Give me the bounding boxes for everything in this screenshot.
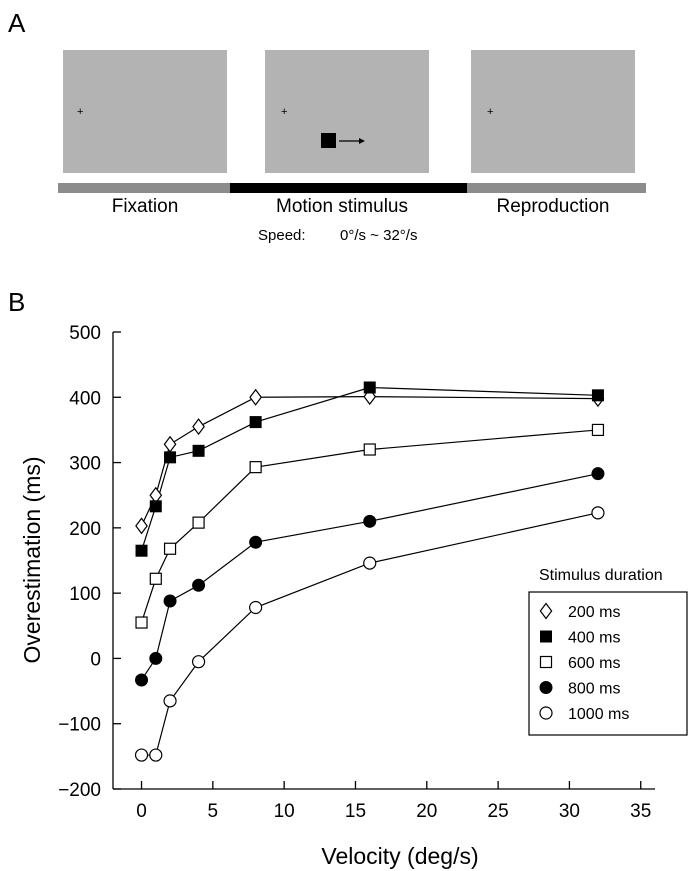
- data-point: [134, 748, 149, 762]
- data-point: [249, 416, 262, 429]
- chart-legend: Stimulus duration 200 ms 400 ms 600 ms 800 …: [528, 567, 688, 736]
- data-point: [192, 578, 206, 592]
- motion-square: [321, 133, 336, 148]
- legend-label: 800 ms: [568, 681, 620, 698]
- data-point: [591, 506, 605, 520]
- data-point: [191, 655, 206, 669]
- data-point: [135, 616, 148, 629]
- y-tick-label: 200: [69, 519, 101, 540]
- data-point: [249, 600, 263, 615]
- x-tick-label: 5: [208, 801, 219, 822]
- legend-marker: [539, 602, 553, 620]
- legend-title: Stimulus duration: [539, 567, 663, 584]
- y-tick-label: 300: [69, 454, 101, 475]
- legend-marker: [539, 655, 553, 669]
- x-tick-label: 35: [630, 801, 651, 822]
- data-point: [192, 516, 205, 529]
- y-tick-label: 0: [90, 649, 101, 670]
- x-tick-label: 15: [345, 801, 366, 822]
- x-tick-label: 10: [274, 801, 295, 822]
- phase-label-reproduction: Reproduction: [496, 196, 610, 217]
- data-point: [149, 500, 162, 513]
- y-tick-label: 400: [69, 388, 101, 409]
- legend-label: 200 ms: [568, 604, 620, 621]
- data-point: [363, 556, 377, 570]
- data-point: [249, 388, 263, 406]
- legend-label: 1000 ms: [568, 706, 629, 723]
- timeline-motion: [230, 183, 467, 193]
- data-point: [149, 748, 163, 762]
- panel-b-letter: B: [8, 287, 26, 317]
- y-tick-label: −100: [58, 715, 101, 736]
- data-point: [135, 544, 148, 557]
- arrow-right-icon: [339, 138, 365, 144]
- chart-series-layer: [134, 381, 605, 762]
- data-point: [591, 389, 604, 402]
- data-point: [163, 435, 177, 453]
- data-point: [249, 461, 262, 474]
- legend-marker: [540, 630, 552, 643]
- data-point: [192, 418, 205, 436]
- legend-marker: [539, 706, 553, 720]
- timeline-fixation: [58, 183, 230, 193]
- fixation-cross: +: [281, 106, 288, 118]
- fixation-cross: +: [77, 106, 84, 118]
- x-axis-label: Velocity (deg/s): [321, 843, 478, 869]
- y-axis-label: Overestimation (ms): [19, 456, 45, 663]
- data-point: [135, 673, 149, 687]
- legend-label: 400 ms: [568, 630, 620, 647]
- data-point: [363, 443, 376, 456]
- data-point: [135, 517, 148, 535]
- x-tick-label: 0: [136, 801, 147, 822]
- data-point: [591, 467, 605, 481]
- timeline-reproduction: [467, 183, 646, 193]
- data-point: [164, 451, 177, 464]
- phase-label-fixation: Fixation: [111, 196, 179, 217]
- chart-axes: −200 −100 0 100 200 300 400 500 0 5 10 15 20 25 30 35: [58, 323, 655, 822]
- data-point: [249, 535, 263, 549]
- data-point: [163, 694, 177, 708]
- y-tick-label: −200: [58, 780, 101, 801]
- data-point: [192, 444, 205, 457]
- reproduction-screen: +: [471, 50, 635, 173]
- legend-label: 600 ms: [568, 655, 620, 672]
- speed-range: 0°/s ~ 32°/s: [340, 227, 418, 244]
- fixation-cross: +: [487, 106, 494, 118]
- x-tick-label: 25: [488, 801, 509, 822]
- x-tick-label: 30: [559, 801, 580, 822]
- legend-marker: [539, 681, 553, 694]
- x-tick-label: 20: [416, 801, 437, 822]
- speed-label: Speed:: [258, 227, 306, 244]
- data-point: [591, 423, 605, 437]
- panel-a-letter: A: [8, 8, 26, 38]
- motion-screen: +: [265, 50, 429, 173]
- fixation-screen: +: [63, 50, 227, 173]
- y-tick-label: 100: [69, 584, 101, 605]
- data-point: [363, 514, 377, 528]
- data-point: [163, 594, 177, 608]
- data-point: [149, 572, 162, 585]
- data-point: [163, 542, 177, 555]
- phase-label-motion: Motion stimulus: [276, 196, 408, 217]
- data-point: [363, 381, 376, 394]
- data-point: [149, 651, 163, 665]
- y-tick-label: 500: [69, 323, 101, 344]
- series-line: [140, 396, 598, 527]
- legend-box: [528, 591, 688, 736]
